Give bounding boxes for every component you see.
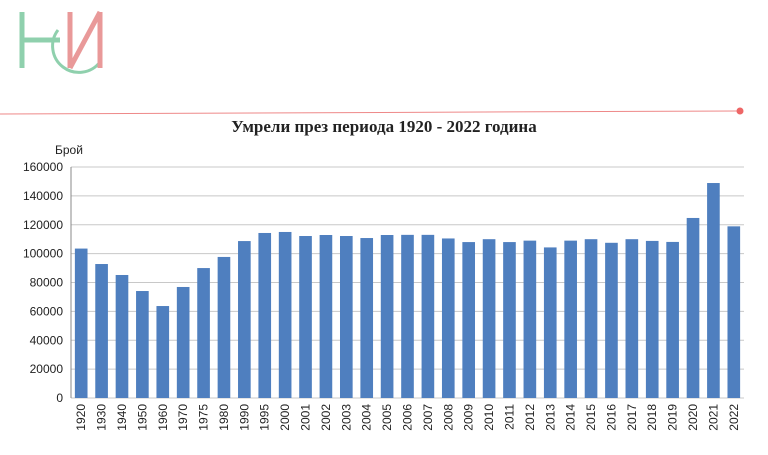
bar [217,256,231,398]
y-tick-label: 20000 [30,362,64,376]
bar [645,240,659,398]
bar [197,268,210,398]
x-tick-label: 1990 [237,404,251,431]
x-tick-label: 2005 [380,404,394,431]
bar [339,236,353,398]
bar [462,242,476,398]
bar [727,226,741,398]
divider-dot [736,107,744,115]
bar [238,241,251,398]
x-tick-label: 2003 [339,404,353,431]
x-tick-label: 2022 [727,404,741,431]
x-tick-label: 2011 [502,404,516,430]
bar [666,241,679,398]
bar [319,235,333,398]
bar [523,240,537,398]
x-tick-label: 2021 [706,404,720,431]
bar [564,240,577,398]
bar [482,239,496,398]
bar [605,242,618,398]
x-tick-label: 2016 [604,404,618,431]
bar [278,231,292,398]
bar [360,238,374,398]
x-tick-label: 2010 [482,404,496,431]
bar [543,247,557,398]
bar [156,306,170,398]
x-tick-label: 2019 [666,404,680,431]
y-tick-label: 100000 [23,247,63,261]
x-tick-label: 2020 [686,404,700,431]
y-tick-label: 60000 [30,304,64,318]
x-tick-label: 1960 [156,404,170,431]
bar [625,239,639,398]
x-tick-label: 2006 [401,404,415,431]
x-tick-label: 1940 [115,404,129,431]
y-tick-label: 0 [56,391,63,405]
x-tick-label: 2015 [584,404,598,431]
bar [401,234,414,398]
y-tick-label: 80000 [30,276,64,290]
y-tick-label: 120000 [23,218,63,232]
x-tick-label: 2000 [278,404,292,431]
chart-title: Умрели през периода 1920 - 2022 година [231,117,537,136]
bar [74,248,88,398]
x-tick-label: 2013 [543,404,557,431]
x-tick-label: 2007 [421,404,435,431]
bar [115,274,129,398]
bar [176,286,190,398]
x-tick-label: 2017 [625,404,639,431]
x-tick-label: 1995 [258,404,272,431]
x-tick-label: 2001 [299,404,313,431]
y-tick-label: 160000 [23,160,63,174]
x-tick-label: 2009 [462,404,476,431]
y-axis-label: Брой [55,143,83,157]
y-tick-label: 40000 [30,333,64,347]
bar [707,183,720,398]
bar [258,232,272,398]
bar [299,236,312,398]
x-tick-label: 1950 [135,404,149,431]
x-tick-label: 2004 [360,404,374,431]
bar [380,235,394,398]
x-tick-label: 2002 [319,404,333,431]
divider [0,110,739,115]
bar [136,291,149,398]
x-tick-label: 1920 [74,404,88,431]
x-tick-label: 1980 [217,404,231,431]
bar [421,234,435,398]
x-tick-label: 1930 [95,404,109,431]
logo [19,10,103,74]
bar [95,264,108,398]
x-tick-label: 2018 [645,404,659,431]
bar [441,238,455,398]
bar [584,239,598,398]
bar [686,217,700,398]
x-tick-label: 2014 [564,404,578,431]
x-tick-label: 1970 [176,404,190,431]
x-tick-label: 1975 [197,404,211,431]
y-tick-label: 140000 [23,189,63,203]
x-tick-label: 2008 [441,404,455,431]
x-tick-label: 2012 [523,404,537,431]
bar [503,242,516,398]
